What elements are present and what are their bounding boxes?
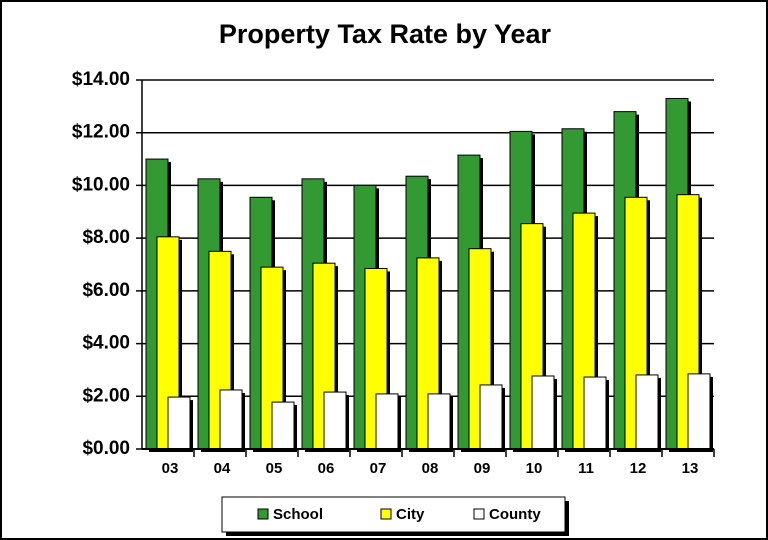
bar bbox=[167, 396, 191, 450]
x-tick-label: 12 bbox=[630, 460, 647, 477]
legend bbox=[221, 496, 566, 533]
bar bbox=[271, 401, 295, 450]
legend-swatch bbox=[257, 508, 269, 520]
y-tick-label: $6.00 bbox=[82, 280, 130, 301]
bar bbox=[531, 375, 555, 450]
legend-label: School bbox=[273, 506, 323, 523]
legend-label: County bbox=[489, 506, 541, 523]
x-tick-label: 06 bbox=[318, 460, 335, 477]
bar bbox=[375, 393, 399, 450]
bar bbox=[479, 384, 503, 450]
y-tick-label: $8.00 bbox=[82, 227, 130, 248]
x-tick-label: 10 bbox=[526, 460, 543, 477]
bar bbox=[687, 373, 711, 450]
bar bbox=[583, 376, 607, 450]
y-tick-label: $4.00 bbox=[82, 333, 130, 354]
y-tick-label: $10.00 bbox=[72, 174, 130, 195]
x-tick-label: 08 bbox=[422, 460, 439, 477]
bar bbox=[427, 393, 451, 450]
y-tick-label: $14.00 bbox=[72, 69, 130, 90]
y-tick-label: $2.00 bbox=[82, 385, 130, 406]
legend-label: City bbox=[396, 506, 425, 523]
x-tick-label: 13 bbox=[682, 460, 699, 477]
y-tick-label: $12.00 bbox=[72, 122, 130, 143]
x-tick-label: 11 bbox=[578, 460, 594, 477]
legend-swatch bbox=[380, 508, 392, 520]
bar bbox=[323, 391, 347, 450]
x-tick-label: 09 bbox=[474, 460, 491, 477]
x-tick-label: 04 bbox=[214, 460, 231, 477]
x-tick-label: 05 bbox=[266, 460, 283, 477]
chart-title: Property Tax Rate by Year bbox=[219, 19, 552, 49]
x-tick-label: 07 bbox=[370, 460, 387, 477]
x-tick-label: 03 bbox=[162, 460, 179, 477]
legend-swatch bbox=[473, 508, 485, 520]
bar bbox=[635, 374, 659, 450]
bar bbox=[219, 389, 243, 450]
y-tick-label: $0.00 bbox=[82, 438, 130, 459]
